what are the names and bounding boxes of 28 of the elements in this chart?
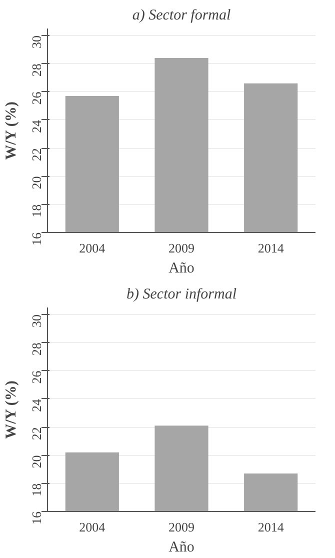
- y-tick-label: 26: [29, 91, 44, 105]
- y-tick-label: 20: [29, 455, 44, 468]
- y-tick-label: 28: [29, 64, 44, 77]
- y-tick-label: 24: [29, 398, 44, 412]
- x-tick-label: 2014: [258, 240, 284, 256]
- x-tick-label: 2004: [79, 520, 106, 534]
- x-tick-label: 2009: [168, 240, 194, 256]
- y-tick-label: 30: [29, 314, 44, 328]
- y-tick-label: 22: [29, 148, 44, 162]
- y-tick-label: 18: [29, 483, 44, 496]
- x-axis-title: Año: [168, 260, 194, 276]
- x-tick-label: 2014: [258, 520, 284, 534]
- x-tick-label: 2009: [168, 520, 194, 534]
- y-tick-label: 16: [29, 511, 44, 524]
- y-tick-label: 16: [29, 232, 44, 246]
- y-tick-label: 26: [29, 370, 44, 384]
- y-tick-label: 18: [29, 204, 44, 218]
- y-tick-label: 30: [29, 36, 44, 49]
- y-axis-title: W/Y (%): [4, 102, 20, 160]
- y-tick-label: 24: [29, 119, 44, 133]
- y-tick-label: 22: [29, 427, 44, 440]
- y-axis-title: W/Y (%): [4, 380, 20, 439]
- chart-title: a) Sector formal: [132, 8, 231, 24]
- y-tick-label: 20: [29, 176, 44, 190]
- x-axis-title: Año: [168, 540, 194, 556]
- x-tick-label: 2004: [79, 240, 106, 256]
- chart-title: b) Sector informal: [126, 286, 237, 302]
- y-tick-label: 28: [29, 342, 44, 356]
